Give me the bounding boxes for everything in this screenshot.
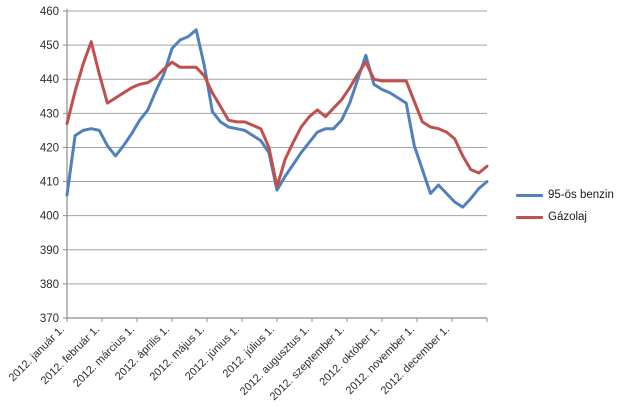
legend-label-95-os-benzin: 95-ös benzin — [548, 189, 614, 201]
series-line-g-zolaj — [65, 40, 489, 189]
legend-swatch-95-os-benzin-icon — [516, 193, 543, 197]
series-line-95-s-benzin — [65, 28, 489, 209]
y-tick-label-380: 380 — [40, 279, 59, 291]
y-tick-label-460: 460 — [40, 6, 59, 18]
y-tick-label-390: 390 — [40, 245, 59, 257]
legend: 95-ös benzin Gázolaj — [516, 189, 614, 223]
y-tick-label-420: 420 — [40, 142, 59, 154]
legend-label-gazolaj: Gázolaj — [548, 211, 587, 223]
y-tick-label-410: 410 — [40, 177, 59, 189]
legend-swatch-gazolaj-icon — [516, 215, 543, 219]
x-tick-label-2: 2012. március 1. — [71, 324, 137, 390]
y-tick-label-370: 370 — [40, 313, 59, 325]
y-tick-label-450: 450 — [40, 40, 59, 52]
y-tick-label-430: 430 — [40, 108, 59, 120]
x-tick-label-11: 2012. december 1. — [379, 324, 452, 397]
legend-item-gazolaj: Gázolaj — [516, 211, 614, 223]
y-tick-label-440: 440 — [40, 74, 59, 86]
x-tick-label-9: 2012. október 1. — [317, 324, 382, 389]
legend-item-95-os-benzin: 95-ös benzin — [516, 189, 614, 201]
y-tick-label-400: 400 — [40, 211, 59, 223]
